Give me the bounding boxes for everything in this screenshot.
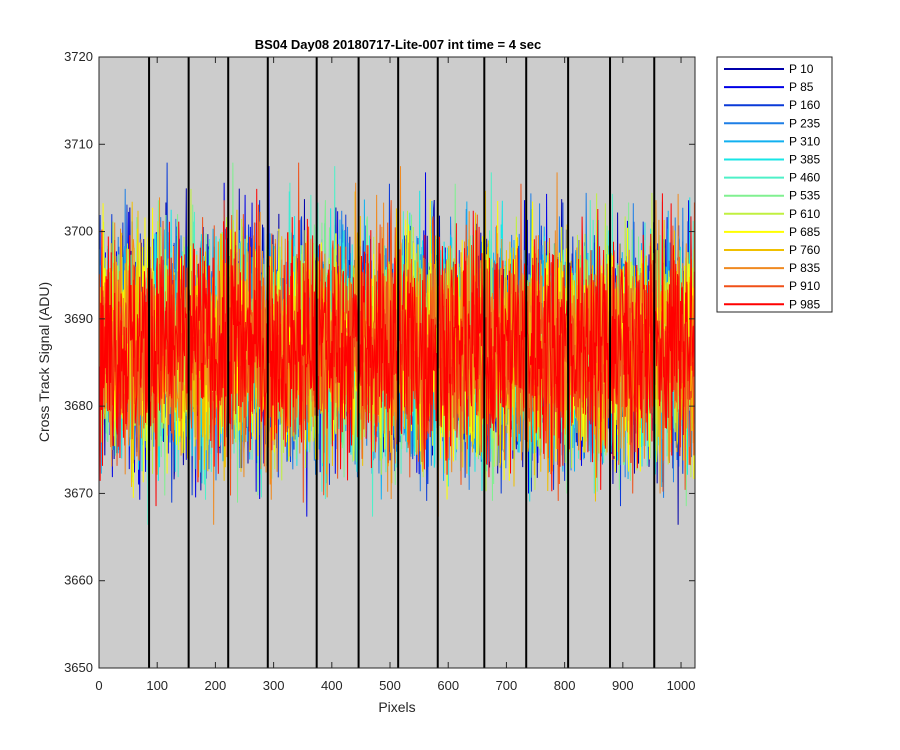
y-tick-label: 3680 (64, 398, 93, 413)
x-tick-label: 600 (437, 678, 459, 693)
legend-label-p460: P 460 (789, 171, 820, 185)
legend-label-p910: P 910 (789, 279, 820, 293)
legend-label-p10: P 10 (789, 62, 814, 76)
legend-label-p835: P 835 (789, 261, 820, 275)
y-tick-label: 3650 (64, 660, 93, 675)
legend-label-p385: P 385 (789, 153, 820, 167)
tap-boundary-layer (148, 57, 656, 668)
legend: P 10 P 85 P 160 P 235 P 310 P 385 P 460 P 535 P … (716, 56, 833, 313)
legend-label-p310: P 310 (789, 134, 820, 148)
x-axis-label: Pixels (378, 699, 415, 715)
x-tick-label: 400 (321, 678, 343, 693)
legend-label-p985: P 985 (789, 297, 820, 311)
legend-box (716, 56, 833, 313)
plot-frame (98, 56, 696, 669)
legend-items: P 10 P 85 P 160 P 235 P 310 P 385 P 460 P 535 P … (724, 62, 820, 311)
legend-label-p85: P 85 (789, 80, 814, 94)
legend-label-p535: P 535 (789, 189, 820, 203)
series-line-p985 (98, 188, 695, 507)
x-tick-label: 500 (379, 678, 401, 693)
chart-title: BS04 Day08 20180717-Lite-007 int time = … (255, 37, 542, 52)
series-layer (98, 162, 695, 525)
y-tick-label: 3710 (64, 136, 93, 151)
x-tick-label: 1000 (667, 678, 696, 693)
x-tick-label: 0 (95, 678, 102, 693)
x-tick-label: 800 (554, 678, 576, 693)
x-tick-label: 300 (263, 678, 285, 693)
x-tick-label: 700 (496, 678, 518, 693)
y-axis-label: Cross Track Signal (ADU) (36, 282, 52, 442)
x-tick-label: 200 (205, 678, 227, 693)
x-ticks: 0 100 200 300 400 500 600 700 800 900 1000 (95, 57, 695, 693)
legend-label-p685: P 685 (789, 225, 820, 239)
y-tick-label: 3670 (64, 485, 93, 500)
x-tick-label: 900 (612, 678, 634, 693)
legend-label-p610: P 610 (789, 207, 820, 221)
y-tick-label: 3660 (64, 573, 93, 588)
x-tick-label: 100 (146, 678, 168, 693)
y-ticks: 3650 3660 3670 3680 3690 3700 3710 3720 (64, 49, 695, 675)
legend-label-p760: P 760 (789, 243, 820, 257)
legend-label-p160: P 160 (789, 98, 820, 112)
y-tick-label: 3700 (64, 224, 93, 239)
y-tick-label: 3690 (64, 311, 93, 326)
legend-label-p235: P 235 (789, 116, 820, 130)
y-tick-label: 3720 (64, 49, 93, 64)
